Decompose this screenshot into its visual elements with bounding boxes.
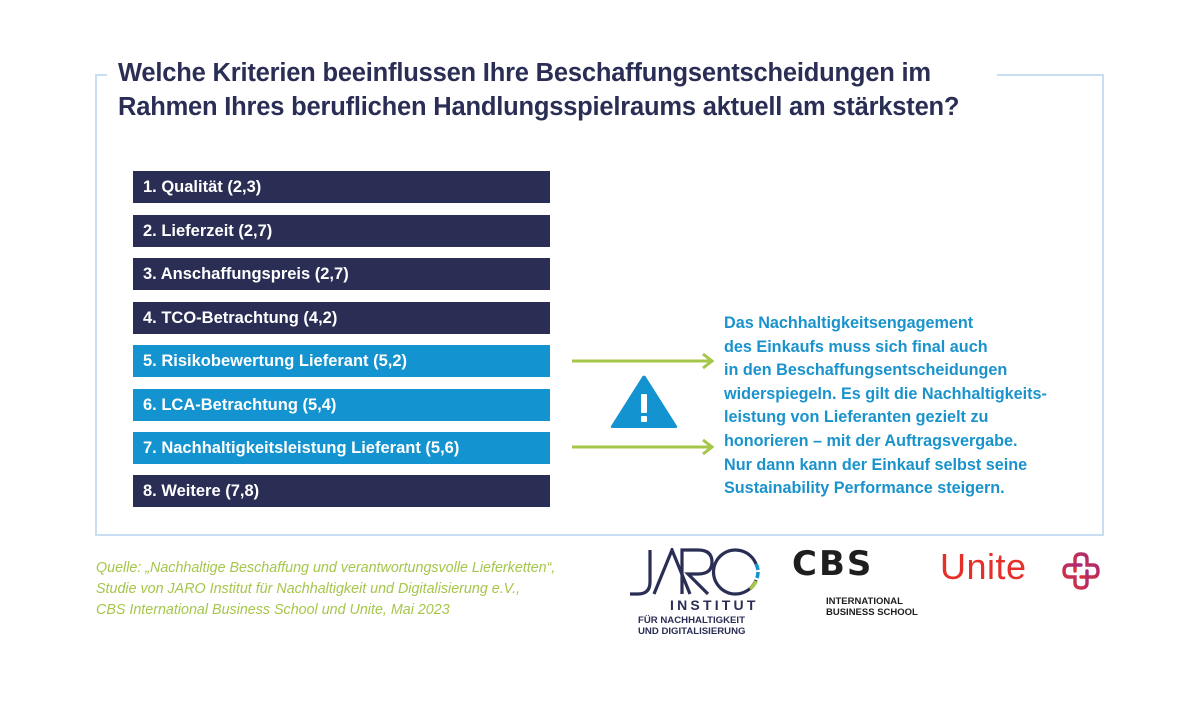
cbs-sub-line-1: INTERNATIONAL [826,596,903,607]
source-line: Quelle: „Nachhaltige Beschaffung und ver… [96,560,556,576]
arrow-right-icon [572,353,715,369]
callout-line: widerspiegeln. Es gilt die Nachhaltigkei… [724,384,1047,403]
callout-line: in den Beschaffungsentscheidungen [724,361,1008,380]
callout-line: leistung von Lieferanten gezielt zu [724,408,989,427]
title-line-2: Rahmen Ihres beruflichen Handlungsspielr… [118,93,960,121]
callout-line: honorieren – mit der Auftragsvergabe. [724,431,1018,450]
cbs-subtitle: INTERNATIONAL BUSINESS SCHOOL [826,596,918,618]
frame-title-gap [107,70,997,80]
ranking-bar-2: 2. Lieferzeit (2,7) [133,214,550,247]
unite-logo: Unite [940,546,1110,598]
callout-line: des Einkaufs muss sich final auch [724,337,988,356]
chart-title: Welche Kriterien beeinflussen Ihre Besch… [118,56,1018,124]
callout-line: Sustainability Performance steigern. [724,479,1005,498]
ranking-bar-3: 3. Anschaffungspreis (2,7) [133,258,550,290]
jaro-sub-line-1: FÜR NACHHALTIGKEIT [638,615,745,626]
ranking-bar-1: 1. Qualität (2,3) [133,171,550,203]
callout-line: Nur dann kann der Einkauf selbst seine [724,455,1028,474]
jaro-institut-label: INSTITUT [670,597,759,613]
jaro-wordmark-icon [630,548,760,596]
ranking-bar-6-highlight: 6. LCA-Betrachtung (5,4) [133,388,550,421]
cbs-logo: CBS INTERNATIONAL BUSINESS SCHOOL [792,544,932,618]
jaro-institut-logo: INSTITUT FÜR NACHHALTIGKEIT UND DIGITALI… [628,548,763,638]
source-line: Studie von JARO Institut für Nachhaltigk… [96,581,521,597]
unite-knot-icon [1062,552,1100,590]
source-citation: Quelle: „Nachhaltige Beschaffung und ver… [96,558,636,621]
callout-line: Das Nachhaltigkeitsengagement [724,314,974,332]
ranking-bar-4: 4. TCO-Betrachtung (4,2) [133,301,550,334]
cbs-sub-line-2: BUSINESS SCHOOL [826,606,918,618]
title-line-1: Welche Kriterien beeinflussen Ihre Besch… [118,59,931,87]
cbs-wordmark: CBS [792,544,874,584]
warning-triangle-icon [610,375,678,428]
ranking-bar-7-highlight: 7. Nachhaltigkeitsleistung Lieferant (5,… [133,432,550,464]
ranking-bar-8: 8. Weitere (7,8) [133,475,550,507]
unite-wordmark: Unite [940,546,1027,587]
arrow-right-icon [572,439,715,455]
ranking-bar-5-highlight: 5. Risikobewertung Lieferant (5,2) [133,345,550,377]
callout-text: Das Nachhaltigkeitsengagement des Einkau… [724,312,1094,501]
source-line: CBS International Business School und Un… [96,602,450,618]
jaro-subtitle: FÜR NACHHALTIGKEIT UND DIGITALISIERUNG [638,615,745,637]
jaro-sub-line-2: UND DIGITALISIERUNG [638,626,746,637]
